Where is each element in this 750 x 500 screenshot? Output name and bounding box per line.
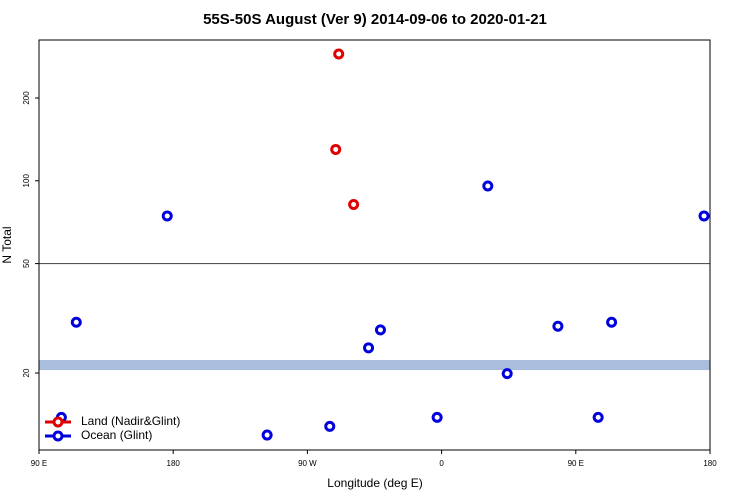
x-tick-label: 180	[167, 459, 181, 468]
point	[606, 316, 618, 328]
plot-frame	[38, 39, 711, 451]
point	[330, 143, 342, 155]
y-tick-label: 20	[22, 368, 31, 377]
x-tick-label: 90 E	[568, 459, 584, 468]
legend-label: Land (Nadir&Glint)	[81, 414, 180, 428]
point	[501, 368, 513, 380]
point	[592, 411, 604, 423]
y-axis-label: N Total	[0, 226, 14, 263]
point	[348, 198, 360, 210]
point	[324, 420, 336, 432]
point	[698, 210, 710, 222]
point	[552, 320, 564, 332]
x-tick-label: 180	[703, 459, 717, 468]
point	[482, 180, 494, 192]
x-axis-label: Longitude (deg E)	[327, 476, 422, 490]
y-tick-label: 200	[22, 91, 31, 105]
point	[333, 48, 345, 60]
band	[39, 360, 710, 371]
point	[431, 411, 443, 423]
legend-marker	[52, 430, 64, 442]
legend-label: Ocean (Glint)	[81, 428, 152, 442]
x-tick-label: 0	[439, 459, 444, 468]
legend-marker	[52, 416, 64, 428]
x-tick-label: 90 W	[298, 459, 317, 468]
point	[261, 429, 273, 441]
point	[374, 324, 386, 336]
point	[70, 316, 82, 328]
y-tick-label: 50	[22, 259, 31, 268]
x-tick-label: 90 E	[31, 459, 47, 468]
y-tick-label: 100	[22, 174, 31, 188]
point	[363, 342, 375, 354]
chart-title: 55S-50S August (Ver 9) 2014-09-06 to 202…	[203, 11, 547, 28]
point	[161, 210, 173, 222]
